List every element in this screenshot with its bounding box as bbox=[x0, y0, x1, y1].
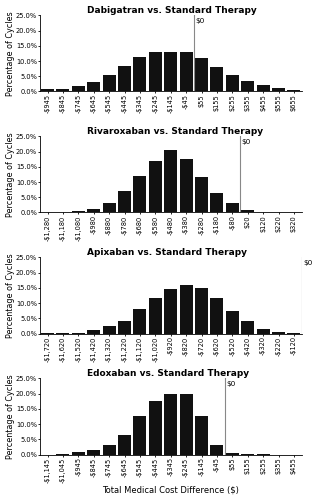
Bar bbox=[87, 330, 100, 334]
Bar bbox=[195, 176, 208, 212]
Bar bbox=[226, 453, 239, 454]
Bar bbox=[287, 90, 301, 92]
Bar bbox=[180, 285, 193, 334]
Text: Apixaban vs. Standard Therapy: Apixaban vs. Standard Therapy bbox=[87, 248, 247, 256]
Text: Dabigatran vs. Standard Therapy: Dabigatran vs. Standard Therapy bbox=[87, 6, 257, 15]
Bar bbox=[272, 88, 285, 92]
Text: $0: $0 bbox=[226, 380, 236, 386]
Bar bbox=[180, 394, 193, 454]
Bar bbox=[149, 160, 162, 212]
Bar bbox=[164, 52, 177, 92]
Bar bbox=[118, 191, 131, 212]
Bar bbox=[211, 194, 224, 212]
Bar bbox=[72, 211, 85, 212]
Text: $0: $0 bbox=[303, 260, 313, 266]
Bar bbox=[241, 82, 254, 92]
Bar bbox=[103, 446, 116, 454]
Bar bbox=[180, 52, 193, 92]
Bar bbox=[133, 416, 147, 455]
Bar bbox=[195, 288, 208, 334]
X-axis label: Total Medical Cost Difference ($): Total Medical Cost Difference ($) bbox=[102, 486, 239, 494]
Bar bbox=[72, 452, 85, 454]
Bar bbox=[241, 322, 254, 334]
Bar bbox=[164, 150, 177, 212]
Bar bbox=[164, 394, 177, 454]
Y-axis label: Percentage of Cycles: Percentage of Cycles bbox=[5, 132, 15, 216]
Text: $0: $0 bbox=[242, 138, 251, 144]
Bar bbox=[226, 310, 239, 334]
Bar bbox=[149, 401, 162, 454]
Bar bbox=[72, 332, 85, 334]
Bar bbox=[164, 290, 177, 334]
Bar bbox=[195, 58, 208, 92]
Bar bbox=[149, 298, 162, 334]
Bar bbox=[211, 298, 224, 334]
Y-axis label: Percentage of Cycles: Percentage of Cycles bbox=[5, 374, 15, 459]
Bar bbox=[226, 204, 239, 212]
Bar bbox=[133, 176, 147, 212]
Bar bbox=[72, 86, 85, 92]
Bar bbox=[87, 82, 100, 92]
Bar bbox=[257, 329, 270, 334]
Bar bbox=[195, 416, 208, 455]
Bar bbox=[118, 434, 131, 454]
Bar bbox=[211, 67, 224, 92]
Text: Edoxaban vs. Standard Therapy: Edoxaban vs. Standard Therapy bbox=[87, 368, 249, 378]
Bar bbox=[118, 322, 131, 334]
Bar bbox=[257, 86, 270, 91]
Bar bbox=[103, 204, 116, 212]
Bar bbox=[133, 58, 147, 92]
Bar bbox=[118, 66, 131, 92]
Text: Rivaroxaban vs. Standard Therapy: Rivaroxaban vs. Standard Therapy bbox=[87, 126, 263, 136]
Bar bbox=[180, 159, 193, 212]
Bar bbox=[103, 326, 116, 334]
Bar bbox=[41, 90, 54, 92]
Bar bbox=[103, 76, 116, 92]
Bar bbox=[87, 210, 100, 212]
Bar bbox=[87, 450, 100, 454]
Bar bbox=[211, 446, 224, 454]
Bar bbox=[56, 89, 70, 92]
Bar bbox=[241, 210, 254, 212]
Bar bbox=[149, 52, 162, 92]
Bar bbox=[272, 332, 285, 334]
Text: $0: $0 bbox=[195, 18, 205, 24]
Y-axis label: Percentage of Cycles: Percentage of Cycles bbox=[5, 11, 15, 96]
Bar bbox=[287, 333, 301, 334]
Bar bbox=[133, 309, 147, 334]
Bar bbox=[226, 76, 239, 92]
Y-axis label: Percentage of Cycles: Percentage of Cycles bbox=[5, 253, 15, 338]
